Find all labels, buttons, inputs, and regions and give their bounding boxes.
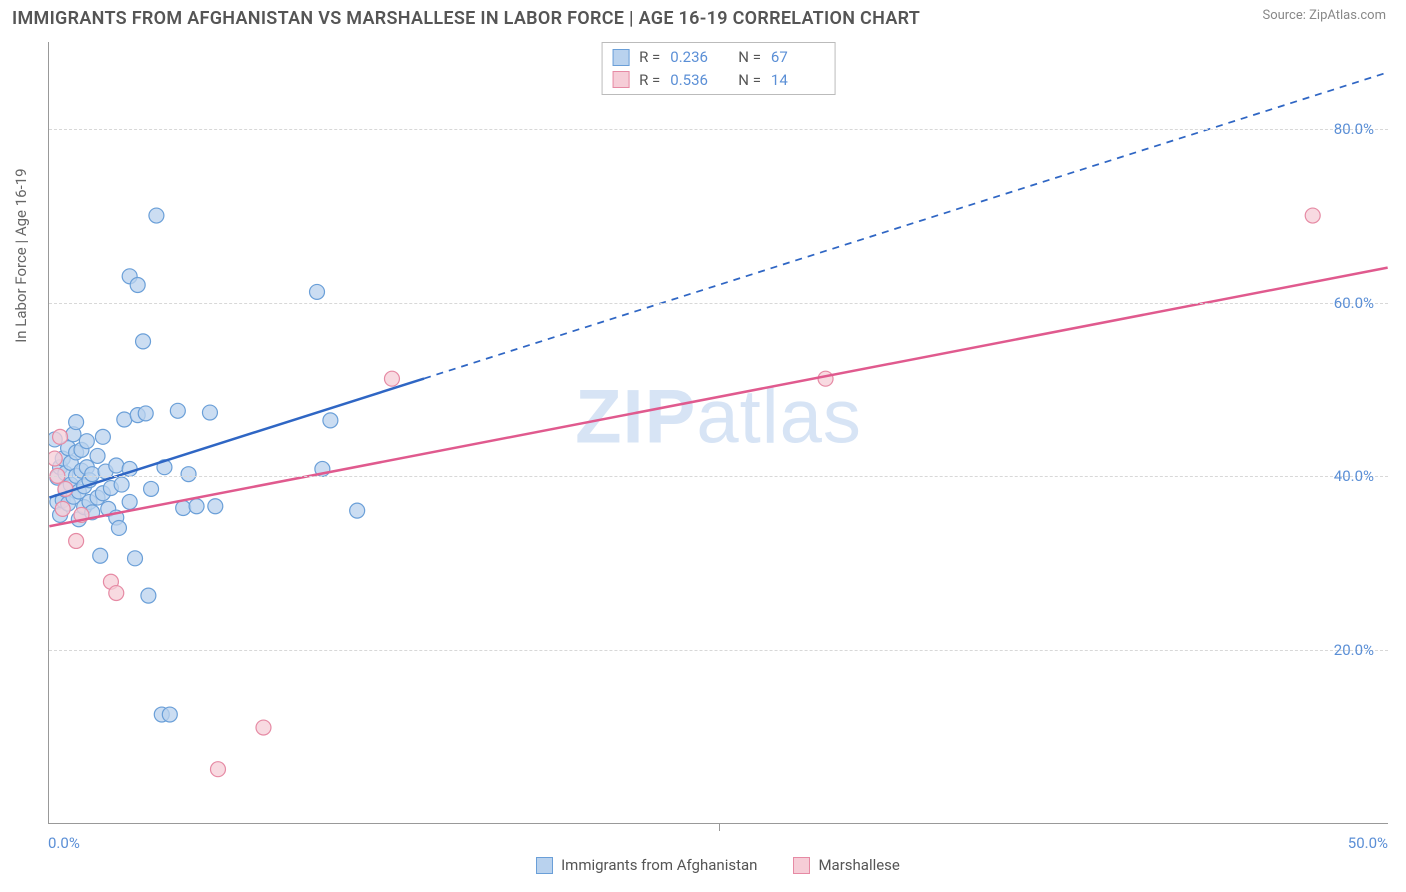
legend-label-1: Marshallese [818, 856, 899, 874]
y-axis-title: In Labor Force | Age 16-19 [12, 168, 30, 342]
n-value-1: 14 [771, 69, 821, 92]
stats-box: R = 0.236 N = 67 R = 0.536 N = 14 [601, 42, 836, 95]
n-label: N = [738, 46, 761, 69]
x-tick-label: 0.0% [48, 834, 80, 852]
x-tick [719, 823, 720, 831]
r-value-1: 0.536 [670, 69, 720, 92]
r-value-0: 0.236 [670, 46, 720, 69]
bottom-legend: Immigrants from Afghanistan Marshallese [48, 856, 1388, 874]
source-label: Source: ZipAtlas.com [1262, 8, 1386, 23]
n-value-0: 67 [771, 46, 821, 69]
gridline [49, 476, 1388, 477]
x-tick-label: 50.0% [1348, 834, 1388, 852]
legend-label-0: Immigrants from Afghanistan [561, 856, 757, 874]
r-label: R = [639, 69, 660, 92]
swatch-blue [536, 857, 553, 874]
scatter-plot-svg [49, 42, 1388, 823]
r-label: R = [639, 46, 660, 69]
stats-row-series-1: R = 0.536 N = 14 [612, 69, 821, 92]
n-label: N = [738, 69, 761, 92]
y-tick-label: 80.0% [1334, 120, 1374, 138]
swatch-pink [793, 857, 810, 874]
y-tick-label: 20.0% [1334, 641, 1374, 659]
legend-item-1: Marshallese [793, 856, 899, 874]
swatch-blue [612, 49, 629, 66]
gridline [49, 650, 1388, 651]
gridline [49, 129, 1388, 130]
legend-item-0: Immigrants from Afghanistan [536, 856, 757, 874]
chart-plot-area: ZIPatlas R = 0.236 N = 67 R = 0.536 N = … [48, 42, 1388, 824]
swatch-pink [612, 71, 629, 88]
y-tick-label: 60.0% [1334, 294, 1374, 312]
gridline [49, 303, 1388, 304]
y-tick-label: 40.0% [1334, 467, 1374, 485]
chart-title: IMMIGRANTS FROM AFGHANISTAN VS MARSHALLE… [12, 8, 920, 29]
stats-row-series-0: R = 0.236 N = 67 [612, 46, 821, 69]
